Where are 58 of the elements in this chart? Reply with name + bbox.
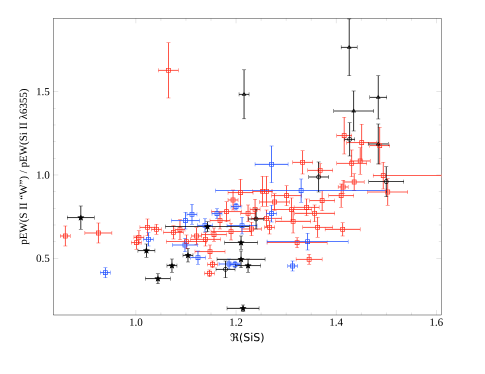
point	[315, 224, 320, 230]
point	[305, 239, 310, 244]
y-tick-label: 1.0	[37, 171, 50, 179]
point	[342, 133, 347, 138]
point	[238, 240, 244, 246]
point	[228, 229, 234, 234]
x-axis-title: ℜ(SiS)	[230, 332, 264, 343]
point	[208, 249, 212, 254]
y-axis-title: pEW(S II “W”) / pEW(Si II λ6355)	[19, 88, 30, 245]
y-tick-label: 0.5	[36, 254, 50, 262]
point	[240, 223, 244, 228]
point	[178, 227, 182, 232]
point	[166, 68, 171, 73]
point	[312, 210, 317, 216]
point	[359, 140, 364, 145]
point	[306, 256, 312, 262]
point	[204, 224, 210, 230]
point	[134, 240, 139, 245]
point	[62, 234, 68, 238]
point	[298, 188, 304, 193]
point	[78, 214, 84, 220]
point	[264, 188, 269, 194]
point	[320, 198, 324, 203]
point	[194, 234, 199, 238]
point	[103, 270, 108, 275]
point	[154, 276, 161, 282]
y-tick-label: 1.5	[37, 88, 50, 96]
point	[284, 193, 289, 198]
x-tick-label: 1.4	[330, 318, 343, 326]
point	[245, 262, 252, 268]
point	[269, 162, 274, 167]
point	[246, 210, 250, 216]
point	[238, 190, 243, 195]
point	[224, 209, 229, 214]
point	[136, 234, 142, 240]
point	[318, 168, 322, 173]
point	[290, 264, 295, 268]
point	[183, 218, 188, 223]
point	[218, 218, 222, 223]
point	[267, 224, 272, 230]
point	[272, 200, 277, 204]
x-tick-label: 1.0	[130, 318, 142, 326]
point	[196, 255, 200, 260]
point	[380, 173, 386, 178]
point	[171, 230, 176, 235]
point	[294, 240, 300, 245]
point	[214, 211, 220, 216]
point	[269, 211, 274, 216]
point	[212, 232, 216, 237]
x-tick-label: 1.6	[430, 318, 443, 326]
point	[96, 230, 101, 236]
x-tick-label: 1.2	[230, 318, 242, 326]
point	[190, 212, 194, 217]
point	[300, 160, 305, 165]
point	[352, 180, 357, 184]
point	[340, 226, 346, 232]
point	[238, 256, 244, 262]
point	[304, 204, 309, 210]
